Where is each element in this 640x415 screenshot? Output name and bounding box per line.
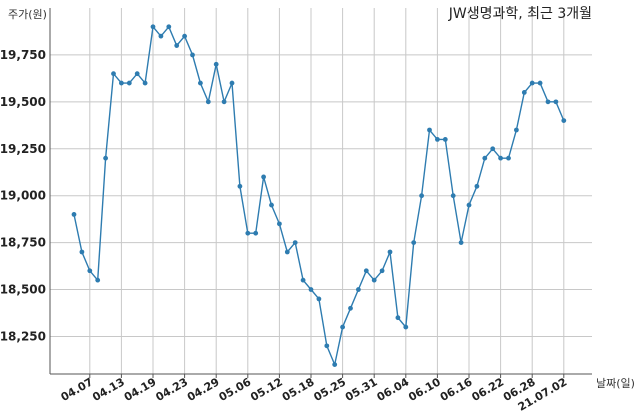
data-point — [356, 287, 361, 292]
x-tick-labels: 04.0704.1304.1904.2304.2905.0605.1205.18… — [59, 375, 570, 414]
axes — [49, 8, 592, 378]
data-point — [450, 193, 456, 199]
data-point — [119, 80, 124, 86]
data-point — [253, 230, 259, 236]
y-tick-label: 18,250 — [0, 329, 46, 343]
data-point — [213, 61, 219, 67]
y-tick-label: 19,250 — [0, 142, 46, 156]
data-point — [316, 296, 322, 302]
y-tick-label: 19,500 — [0, 95, 46, 109]
data-point — [419, 193, 424, 199]
data-point — [198, 80, 203, 86]
y-axis-label: 주가(원) — [8, 8, 47, 21]
data-point — [387, 249, 393, 255]
data-point — [292, 240, 298, 246]
x-tick-label: 05.31 — [343, 375, 380, 404]
data-point — [221, 99, 227, 105]
data-point — [308, 287, 314, 292]
data-point — [545, 99, 551, 105]
data-point — [435, 136, 440, 142]
data-point — [158, 33, 164, 39]
data-point — [514, 127, 519, 133]
y-tick-labels: 18,250 18,500 18,750 19,000 19,250 19,500 19,7… — [0, 48, 46, 344]
data-point — [237, 183, 243, 189]
data-point — [466, 202, 472, 208]
y-tick-label: 18,750 — [0, 236, 46, 250]
x-tick-label: 05.12 — [248, 375, 285, 404]
data-point — [174, 43, 180, 48]
x-tick-label: 05.18 — [280, 375, 317, 404]
x-tick-label: 06.16 — [438, 375, 475, 404]
data-point — [103, 155, 108, 161]
data-point — [150, 24, 156, 30]
data-point — [126, 80, 132, 86]
data-point — [490, 146, 496, 152]
y-tick-label: 19,750 — [0, 48, 46, 62]
x-axis-label: 날짜(일) — [596, 376, 635, 390]
data-point — [269, 202, 274, 208]
y-tick-label: 19,000 — [0, 189, 46, 203]
x-tick-label: 05.25 — [311, 375, 348, 404]
data-point — [284, 249, 290, 255]
data-point — [332, 362, 338, 368]
data-point — [142, 80, 148, 86]
x-tick-label: 04.19 — [122, 375, 159, 404]
data-point — [427, 127, 432, 133]
x-tick-label: 04.23 — [153, 375, 190, 404]
data-point — [205, 99, 211, 105]
data-point — [166, 24, 172, 30]
data-point — [379, 268, 385, 274]
data-point — [506, 155, 511, 161]
data-point — [300, 277, 306, 283]
data-point — [521, 90, 527, 95]
data-point — [229, 80, 235, 86]
data-point — [498, 155, 503, 161]
data-point — [403, 324, 409, 330]
x-tick-label: 05.06 — [217, 375, 254, 404]
data-point — [411, 240, 417, 246]
data-point — [277, 221, 282, 227]
data-point — [79, 249, 85, 255]
grid — [50, 8, 592, 374]
chart-title: JW생명과학, 최근 3개월 — [448, 6, 592, 22]
x-tick-label: 04.07 — [59, 375, 96, 404]
y-tick-label: 18,500 — [0, 283, 46, 297]
data-point — [71, 212, 77, 217]
x-tick-label: 04.13 — [90, 375, 127, 404]
x-tick-label: 06.04 — [375, 375, 412, 404]
data-point — [529, 80, 535, 86]
data-point — [261, 174, 266, 180]
data-point — [458, 240, 464, 246]
x-tick-label: 04.29 — [185, 375, 222, 404]
data-point — [245, 230, 251, 236]
data-point — [190, 52, 195, 58]
data-point — [561, 118, 567, 124]
price-series-points — [71, 24, 567, 368]
data-point — [348, 305, 353, 311]
x-tick-label: 06.22 — [469, 375, 506, 404]
data-point — [324, 343, 330, 349]
x-tick-label: 06.10 — [406, 375, 443, 404]
data-point — [340, 324, 345, 330]
data-point — [482, 155, 488, 161]
data-point — [111, 71, 116, 77]
data-point — [95, 277, 101, 283]
data-point — [371, 277, 377, 283]
data-point — [182, 33, 188, 39]
data-point — [474, 183, 480, 189]
data-point — [134, 71, 140, 77]
data-point — [87, 268, 93, 274]
data-point — [442, 136, 448, 142]
data-point — [395, 315, 401, 321]
data-point — [537, 80, 543, 86]
data-point — [553, 99, 559, 105]
data-point — [363, 268, 369, 274]
